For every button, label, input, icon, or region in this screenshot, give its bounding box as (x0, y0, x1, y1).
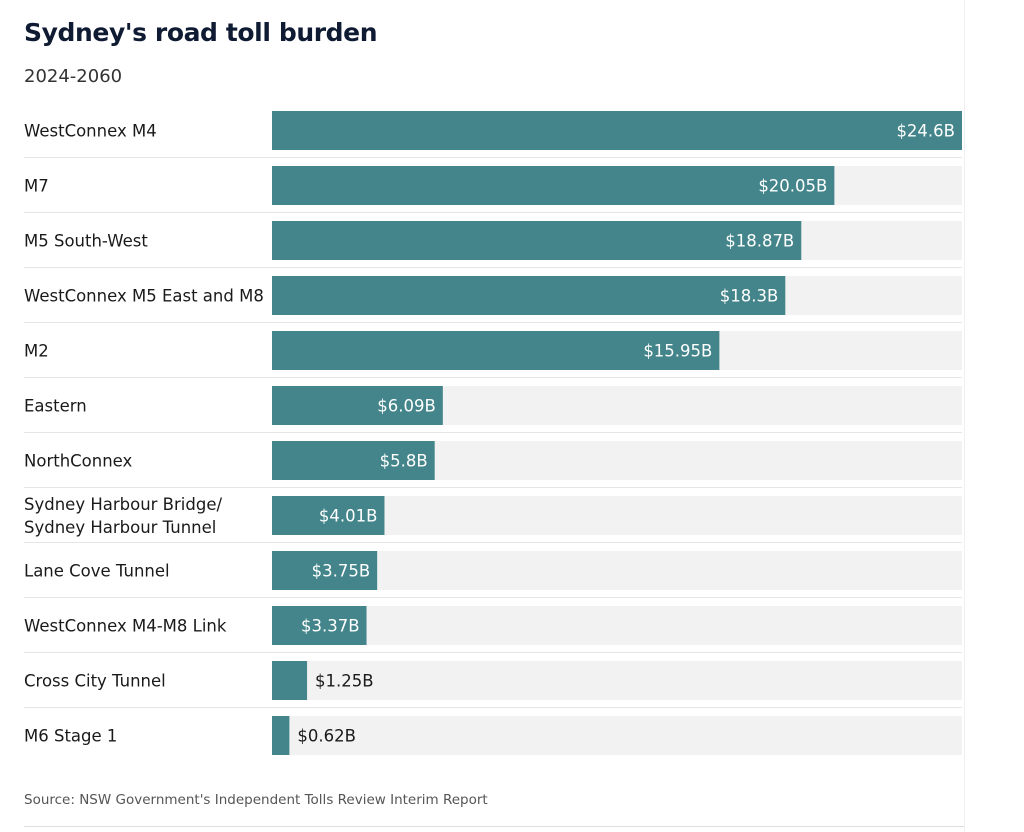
chart-subtitle: 2024-2060 (24, 66, 123, 87)
bar (272, 276, 786, 315)
bar-row: Lane Cove Tunnel $3.75B (24, 551, 962, 598)
category-label: M5 South-West (24, 232, 148, 251)
bar (272, 441, 435, 480)
bar (272, 111, 962, 150)
bar-row: M2 $15.95B (24, 331, 962, 378)
bar-row: M5 South-West $18.87B (24, 221, 962, 268)
bar (272, 166, 835, 205)
category-label: Sydney Harbour Bridge/Sydney Harbour Tun… (24, 495, 222, 537)
value-label: $18.3B (720, 287, 779, 306)
category-label: WestConnex M4 (24, 122, 157, 141)
value-label: $24.6B (896, 122, 955, 141)
bar (272, 661, 308, 700)
chart-card: Sydney's road toll burden 2024-2060 West… (24, 0, 965, 832)
bar (272, 386, 443, 425)
category-label: M2 (24, 342, 49, 361)
category-label: Lane Cove Tunnel (24, 562, 170, 581)
bar-track (272, 551, 962, 590)
bar (272, 221, 802, 260)
bar-track (272, 716, 962, 755)
bar (272, 606, 367, 645)
bar (272, 716, 290, 755)
bar (272, 331, 720, 370)
value-label: $20.05B (758, 177, 827, 196)
category-label: Cross City Tunnel (24, 672, 166, 691)
value-label: $3.75B (312, 562, 371, 581)
category-label: M7 (24, 177, 49, 196)
bar-track (272, 606, 962, 645)
chart-title: Sydney's road toll burden (24, 18, 378, 47)
value-label: $6.09B (377, 397, 436, 416)
category-label: WestConnex M4-M8 Link (24, 617, 227, 636)
bar-row: WestConnex M5 East and M8 $18.3B (24, 276, 962, 323)
bar (272, 496, 385, 535)
category-label: WestConnex M5 East and M8 (24, 287, 264, 306)
value-label: $15.95B (643, 342, 712, 361)
bar-row: Sydney Harbour Bridge/Sydney Harbour Tun… (24, 495, 962, 543)
value-label: $4.01B (319, 507, 378, 526)
bar-chart: WestConnex M4 $24.6B M7 $20.05B M5 South-Wes… (24, 111, 962, 755)
bar-row: M7 $20.05B (24, 166, 962, 213)
category-label: M6 Stage 1 (24, 727, 117, 746)
bar-row: M6 Stage 1 $0.62B (24, 716, 962, 755)
value-label: $5.8B (380, 452, 428, 471)
bar-row: WestConnex M4-M8 Link $3.37B (24, 606, 962, 653)
bar-row: NorthConnex $5.8B (24, 441, 962, 488)
bar-row: Cross City Tunnel $1.25B (24, 661, 962, 708)
bar-row: Eastern $6.09B (24, 386, 962, 433)
category-label: NorthConnex (24, 452, 133, 471)
bottom-divider (24, 826, 964, 827)
bar-row: WestConnex M4 $24.6B (24, 111, 962, 158)
value-label: $1.25B (315, 672, 374, 691)
value-label: $0.62B (297, 727, 356, 746)
bar-track (272, 496, 962, 535)
bar-track (272, 661, 962, 700)
value-label: $3.37B (301, 617, 360, 636)
value-label: $18.87B (725, 232, 794, 251)
category-label: Eastern (24, 397, 87, 416)
source-note: Source: NSW Government's Independent Tol… (24, 792, 488, 808)
bar (272, 551, 378, 590)
